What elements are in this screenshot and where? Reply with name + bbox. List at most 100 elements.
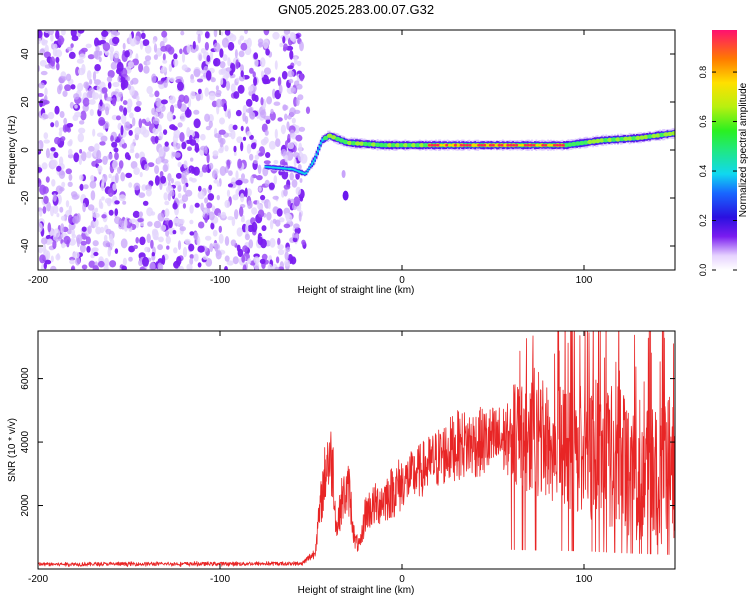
noise-speck	[108, 173, 112, 179]
trace-cell	[295, 169, 298, 172]
noise-speck	[274, 128, 278, 139]
noise-speck	[202, 255, 209, 260]
noise-speck	[89, 109, 94, 116]
noise-speck	[76, 213, 81, 223]
noise-speck	[227, 41, 235, 51]
trace-cell	[311, 162, 314, 165]
noise-speck	[140, 220, 145, 227]
noise-speck	[113, 50, 120, 59]
noise-speck	[131, 77, 139, 85]
noise-speck	[133, 182, 141, 191]
noise-speck	[163, 80, 168, 88]
trace-core	[619, 136, 625, 142]
noise-speck	[121, 113, 127, 125]
noise-speck	[193, 166, 200, 176]
noise-speck	[290, 87, 297, 94]
noise-speck	[156, 157, 162, 165]
noise-speck	[59, 206, 64, 213]
noise-speck	[207, 193, 215, 201]
noise-speck	[288, 78, 294, 84]
trace-cell	[296, 170, 299, 172]
noise-speck	[298, 212, 302, 222]
noise-speck	[128, 218, 137, 223]
noise-speck	[275, 256, 280, 264]
noise-speck	[262, 79, 269, 85]
noise-speck	[74, 111, 82, 118]
noise-speck	[142, 39, 150, 47]
trace-hot	[485, 143, 490, 147]
noise-speck	[42, 114, 49, 120]
noise-speck	[242, 178, 249, 184]
noise-speck	[69, 101, 74, 109]
noise-speck	[239, 206, 244, 217]
noise-speck	[50, 206, 54, 217]
trace-core	[575, 141, 581, 146]
noise-speck	[81, 63, 86, 75]
noise-speck	[73, 152, 80, 163]
noise-speck	[120, 172, 126, 182]
noise-speck	[198, 170, 204, 178]
noise-speck	[192, 40, 196, 50]
trace-hot	[526, 143, 530, 147]
trace-cell	[282, 167, 284, 170]
noise-speck	[251, 221, 258, 233]
trace-hot	[503, 143, 507, 147]
noise-speck	[181, 64, 188, 71]
noise-speck	[160, 175, 167, 184]
noise-speck	[172, 134, 178, 144]
noise-speck	[177, 240, 182, 251]
noise-speck	[52, 240, 57, 250]
spectrogram-x-label: Height of straight line (km)	[298, 285, 415, 296]
noise-speck	[169, 95, 176, 104]
noise-speck	[257, 209, 265, 218]
noise-speck	[270, 108, 274, 114]
trace-hot	[518, 143, 522, 147]
noise-speck	[259, 258, 266, 264]
noise-speck	[264, 179, 270, 187]
trace-core	[583, 140, 589, 145]
trace-hot	[480, 143, 484, 147]
noise-speck	[83, 81, 90, 89]
snr-x-label: Height of straight line (km)	[298, 585, 415, 596]
noise-speck	[232, 194, 239, 201]
noise-speck	[196, 30, 204, 36]
noise-speck	[126, 76, 131, 82]
noise-speck	[177, 265, 184, 270]
trace-core	[363, 141, 369, 147]
noise-speck	[295, 97, 300, 106]
noise-speck	[102, 155, 108, 165]
trace-hot	[445, 143, 449, 147]
noise-speck	[216, 194, 220, 201]
noise-speck	[58, 130, 63, 137]
noise-speck	[142, 256, 149, 267]
noise-speck	[56, 62, 60, 71]
noise-speck	[142, 129, 150, 138]
noise-speck	[284, 154, 289, 163]
noise-speck	[128, 182, 133, 188]
noise-speck	[241, 173, 245, 180]
noise-speck	[293, 158, 297, 167]
noise-speck	[291, 179, 298, 188]
noise-speck	[181, 141, 187, 150]
noise-speck	[134, 106, 142, 113]
noise-speck	[233, 145, 237, 153]
noise-speck	[266, 96, 272, 105]
trace-core	[399, 143, 405, 148]
noise-speck	[126, 106, 132, 113]
spectrogram-y-ticks: -40 -20 0 20 40	[20, 48, 675, 253]
noise-speck	[144, 163, 150, 171]
snr-y-tick-label: 4000	[20, 431, 31, 454]
snr-series-line	[38, 331, 675, 567]
noise-speck	[83, 184, 89, 190]
noise-speck	[260, 194, 266, 201]
noise-speck	[224, 166, 229, 174]
noise-speck	[224, 200, 230, 208]
noise-speck	[94, 79, 102, 86]
noise-speck	[292, 152, 300, 158]
noise-speck	[121, 265, 127, 270]
noise-speck	[98, 116, 106, 127]
noise-speck	[228, 170, 233, 177]
noise-speck	[164, 200, 170, 206]
noise-speck	[208, 184, 213, 191]
trace-core	[379, 142, 385, 148]
